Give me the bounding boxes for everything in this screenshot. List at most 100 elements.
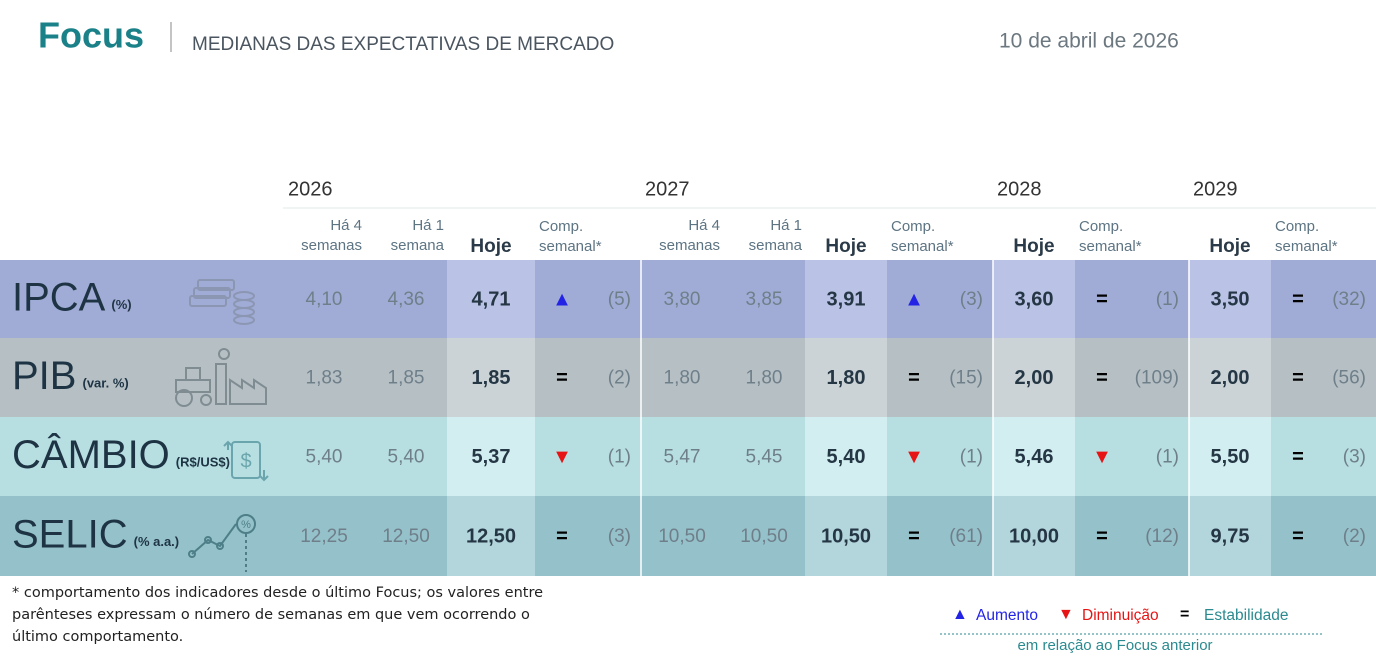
column-header: semana bbox=[749, 237, 803, 254]
pib-icon bbox=[175, 348, 267, 407]
trend-symbol: = bbox=[1096, 288, 1108, 310]
current-value: 2,00 bbox=[1211, 367, 1250, 389]
past-value: 12,25 bbox=[300, 526, 348, 547]
legend-symbol: = bbox=[1180, 606, 1189, 623]
past-value: 5,40 bbox=[306, 447, 343, 468]
current-value: 10,00 bbox=[1009, 525, 1059, 547]
column-header-hoje: Hoje bbox=[470, 236, 511, 257]
legend-label: Diminuição bbox=[1082, 607, 1159, 624]
weeks-count: (56) bbox=[1332, 368, 1366, 389]
weeks-count: (2) bbox=[1343, 526, 1366, 547]
legend-label: Estabilidade bbox=[1204, 607, 1288, 624]
table: 2026 Há 4 semanas Há 1 semana Hoje Comp. semana… bbox=[0, 178, 1376, 576]
column-header: Comp. bbox=[1275, 218, 1319, 235]
trend-symbol: = bbox=[1096, 367, 1108, 389]
weeks-count: (61) bbox=[949, 526, 983, 547]
report-title: MEDIANAS DAS EXPECTATIVAS DE MERCADO bbox=[192, 34, 614, 55]
legend: ▲ Aumento ▼ Diminuição = Estabilidade bbox=[952, 606, 1288, 624]
trend-symbol: ▼ bbox=[552, 446, 572, 468]
current-value: 3,50 bbox=[1211, 288, 1250, 310]
svg-text:%: % bbox=[241, 519, 251, 531]
footnote: * comportamento dos indicadores desde o … bbox=[12, 585, 543, 645]
legend-label: Aumento bbox=[976, 607, 1038, 624]
weeks-count: (3) bbox=[960, 289, 983, 310]
year-label: 2028 bbox=[997, 178, 1042, 200]
past-value: 10,50 bbox=[740, 526, 788, 547]
past-value: 4,36 bbox=[388, 289, 425, 310]
past-value: 1,80 bbox=[746, 368, 783, 389]
weeks-count: (1) bbox=[608, 447, 631, 468]
trend-symbol: = bbox=[556, 525, 568, 547]
hoje-cell bbox=[1189, 496, 1271, 576]
hoje-cell bbox=[1189, 417, 1271, 496]
current-value: 9,75 bbox=[1211, 525, 1250, 547]
past-value: 5,45 bbox=[746, 447, 783, 468]
ipca-icon bbox=[189, 279, 255, 325]
current-value: 5,50 bbox=[1211, 446, 1250, 468]
hoje-cell bbox=[993, 417, 1075, 496]
column-header: Comp. bbox=[539, 218, 583, 235]
current-value: 10,50 bbox=[821, 525, 871, 547]
legend-note: em relação ao Focus anterior bbox=[1017, 637, 1212, 654]
row-background bbox=[0, 496, 1376, 576]
column-header-hoje: Hoje bbox=[825, 236, 866, 257]
year-label: 2029 bbox=[1193, 178, 1238, 200]
trend-symbol: = bbox=[1292, 525, 1304, 547]
past-value: 1,83 bbox=[306, 368, 343, 389]
hoje-cell bbox=[805, 417, 887, 496]
hoje-cell bbox=[1189, 338, 1271, 417]
trend-symbol: = bbox=[556, 367, 568, 389]
hoje-cell bbox=[447, 496, 535, 576]
report-date: 10 de abril de 2026 bbox=[999, 30, 1179, 53]
weeks-count: (5) bbox=[608, 289, 631, 310]
legend-symbol: ▲ bbox=[952, 606, 968, 623]
current-value: 5,37 bbox=[472, 446, 511, 468]
hoje-cell bbox=[993, 496, 1075, 576]
column-header-hoje: Hoje bbox=[1013, 236, 1054, 257]
column-header: semanas bbox=[659, 237, 720, 254]
column-header: semanal* bbox=[891, 238, 954, 255]
hoje-cell bbox=[805, 338, 887, 417]
footnote-line: parênteses expressam o número de semanas… bbox=[12, 607, 530, 623]
column-header: semanas bbox=[301, 237, 362, 254]
indicator-unit: (% a.a.) bbox=[134, 534, 180, 549]
indicator-unit: (R$/US$) bbox=[176, 455, 230, 470]
trend-symbol: = bbox=[908, 367, 920, 389]
trend-symbol: ▼ bbox=[904, 446, 924, 468]
hoje-cell bbox=[447, 417, 535, 496]
column-header: semanal* bbox=[539, 238, 602, 255]
weeks-count: (1) bbox=[960, 447, 983, 468]
weeks-count: (15) bbox=[949, 368, 983, 389]
current-value: 1,85 bbox=[472, 367, 511, 389]
trend-symbol: ▲ bbox=[552, 288, 572, 310]
column-header: Há 1 bbox=[770, 217, 802, 234]
past-value: 10,50 bbox=[658, 526, 706, 547]
trend-symbol: = bbox=[1292, 288, 1304, 310]
hoje-cell bbox=[805, 260, 887, 338]
past-value: 3,80 bbox=[664, 289, 701, 310]
footnote-line: * comportamento dos indicadores desde o … bbox=[12, 585, 543, 601]
weeks-count: (12) bbox=[1145, 526, 1179, 547]
indicator-unit: (%) bbox=[111, 297, 131, 312]
weeks-count: (1) bbox=[1156, 289, 1179, 310]
trend-symbol: = bbox=[1096, 525, 1108, 547]
weeks-count: (32) bbox=[1332, 289, 1366, 310]
trend-symbol: = bbox=[1292, 446, 1304, 468]
cambio-icon: $ bbox=[223, 440, 269, 482]
weeks-count: (2) bbox=[608, 368, 631, 389]
hoje-cell bbox=[447, 338, 535, 417]
trend-symbol: = bbox=[908, 525, 920, 547]
footnote-line: último comportamento. bbox=[12, 629, 183, 645]
column-header-hoje: Hoje bbox=[1209, 236, 1250, 257]
hoje-cell bbox=[993, 260, 1075, 338]
hoje-cell bbox=[1189, 260, 1271, 338]
weeks-count: (1) bbox=[1156, 447, 1179, 468]
column-header: Há 4 bbox=[330, 217, 362, 234]
current-value: 5,46 bbox=[1015, 446, 1054, 468]
svg-text:$: $ bbox=[240, 450, 251, 472]
current-value: 3,91 bbox=[827, 288, 866, 310]
year-label: 2027 bbox=[645, 178, 690, 200]
current-value: 1,80 bbox=[827, 367, 866, 389]
past-value: 4,10 bbox=[306, 289, 343, 310]
